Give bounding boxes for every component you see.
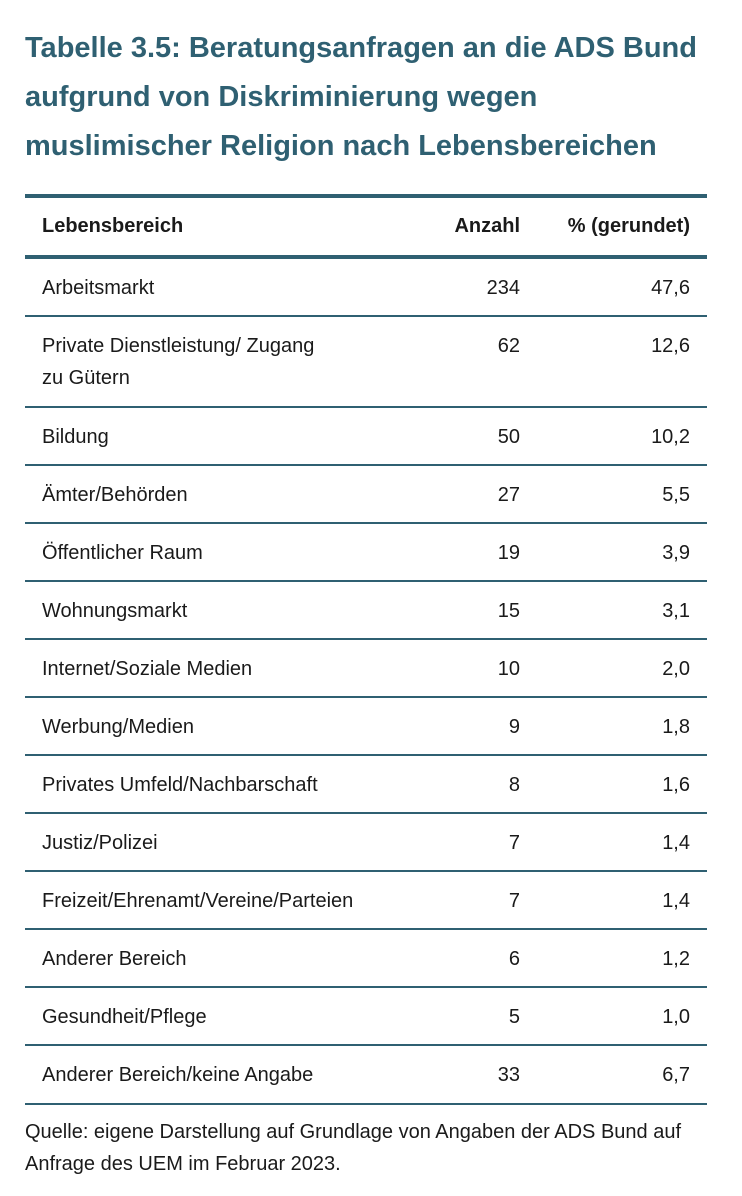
cell-percent: 1,6 — [662, 774, 690, 796]
table-row: Gesundheit/Pflege 5 1,0 — [25, 988, 707, 1046]
column-header-percent: % (gerundet) — [567, 215, 690, 237]
table-row: Wohnungsmarkt 15 3,1 — [25, 582, 707, 640]
cell-area: Justiz/Polizei — [42, 832, 158, 854]
cell-percent: 1,4 — [662, 890, 690, 912]
cell-count: 7 — [508, 832, 520, 854]
table-row: Werbung/Medien 9 1,8 — [25, 698, 707, 756]
cell-area: Öffentlicher Raum — [42, 542, 203, 564]
source-note: Quelle: eigene Darstellung auf Grundlage… — [25, 1121, 682, 1175]
cell-area: Gesundheit/Pflege — [42, 1006, 207, 1028]
cell-area: Anderer Bereich/keine Angabe — [42, 1064, 314, 1086]
cell-count: 9 — [508, 716, 520, 738]
cell-count: 234 — [486, 277, 520, 299]
cell-count: 33 — [497, 1064, 520, 1086]
table-row: Öffentlicher Raum 19 3,9 — [25, 524, 707, 582]
cell-percent: 1,4 — [662, 832, 690, 854]
cell-count: 15 — [497, 600, 520, 622]
cell-area: Anderer Bereich — [42, 948, 187, 970]
data-table: Lebensbereich Anzahl % (gerundet) Arbeit… — [25, 194, 707, 1105]
cell-count: 8 — [508, 774, 520, 796]
cell-percent: 6,7 — [662, 1064, 690, 1086]
cell-area: Freizeit/Ehrenamt/Vereine/Parteien — [42, 890, 354, 912]
cell-area: Internet/Soziale Medien — [42, 658, 253, 680]
column-header-area: Lebensbereich — [42, 215, 184, 237]
cell-percent: 1,0 — [662, 1006, 690, 1028]
table-header-row: Lebensbereich Anzahl % (gerundet) — [25, 198, 707, 259]
cell-count: 50 — [497, 426, 520, 448]
table-row: Freizeit/Ehrenamt/Vereine/Parteien 7 1,4 — [25, 872, 707, 930]
table-row: Internet/Soziale Medien 10 2,0 — [25, 640, 707, 698]
table-row: Anderer Bereich 6 1,2 — [25, 930, 707, 988]
cell-area: Werbung/Medien — [42, 716, 194, 738]
cell-percent: 3,9 — [662, 542, 690, 564]
column-header-count: Anzahl — [454, 215, 520, 237]
table-title: Tabelle 3.5: Beratungsanfragen an die AD… — [25, 32, 697, 162]
table-row: Privates Umfeld/Nachbarschaft 8 1,6 — [25, 756, 707, 814]
cell-area: Ämter/Behörden — [42, 484, 188, 506]
table-row: Arbeitsmarkt 234 47,6 — [25, 259, 707, 317]
cell-percent: 1,8 — [662, 716, 690, 738]
cell-area: Bildung — [42, 426, 109, 448]
cell-count: 7 — [508, 890, 520, 912]
cell-area: Wohnungsmarkt — [42, 600, 188, 622]
cell-percent: 12,6 — [651, 335, 690, 357]
cell-count: 62 — [497, 335, 520, 357]
cell-percent: 3,1 — [662, 600, 690, 622]
cell-count: 27 — [497, 484, 520, 506]
table-row: Ämter/Behörden 27 5,5 — [25, 466, 707, 524]
cell-percent: 47,6 — [651, 277, 690, 299]
cell-percent: 10,2 — [651, 426, 690, 448]
cell-area: Arbeitsmarkt — [42, 277, 155, 299]
cell-count: 5 — [508, 1006, 520, 1028]
cell-count: 6 — [508, 948, 520, 970]
cell-area: Private Dienstleistung/ Zugang zu Gütern — [42, 335, 315, 389]
cell-percent: 5,5 — [662, 484, 690, 506]
cell-percent: 2,0 — [662, 658, 690, 680]
table-row: Anderer Bereich/keine Angabe 33 6,7 — [25, 1046, 707, 1105]
cell-area: Privates Umfeld/Nachbarschaft — [42, 774, 318, 796]
table-row: Justiz/Polizei 7 1,4 — [25, 814, 707, 872]
cell-count: 10 — [497, 658, 520, 680]
cell-count: 19 — [497, 542, 520, 564]
cell-percent: 1,2 — [662, 948, 690, 970]
table-row: Private Dienstleistung/ Zugang zu Gütern… — [25, 317, 707, 408]
table-row: Bildung 50 10,2 — [25, 408, 707, 466]
